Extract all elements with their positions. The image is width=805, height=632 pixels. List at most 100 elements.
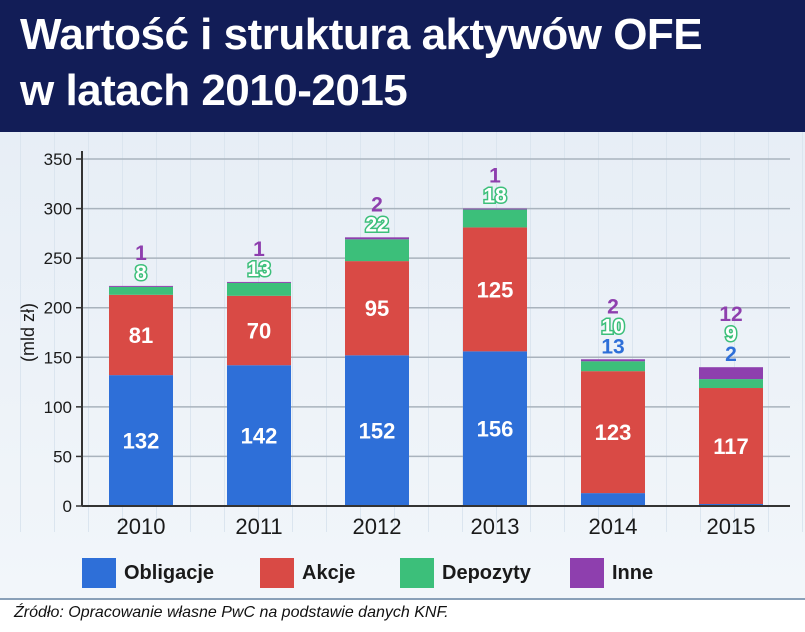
legend-swatch [260,558,294,588]
data-label-akcje: 70 [247,319,271,344]
legend-label: Akcje [302,561,356,584]
background-stripe [530,132,531,532]
bar-segment-inne [581,359,645,362]
data-label-depozyty: 8 [135,262,147,285]
background-stripe [326,132,327,532]
header-banner: Wartość i struktura aktywów OFE w latach… [0,0,805,132]
background-stripe [190,132,191,532]
bar-segment-obligacje [109,375,173,506]
bar-segment-inne [463,208,527,210]
background-stripe [666,132,667,532]
data-label-obligacje: 156 [477,417,514,442]
data-label-depozyty: 13 [247,258,270,281]
legend-swatch [570,558,604,588]
background-stripe [632,132,633,532]
data-label-obligacje: 142 [241,424,278,449]
y-tick-label: 150 [44,348,72,367]
data-label-obligacje: 152 [359,419,396,444]
bar-segment-depozyty [463,209,527,228]
data-label-akcje: 81 [129,323,153,348]
source-note: Źródło: Opracowanie własne PwC na podsta… [14,604,449,621]
background-stripe [428,132,429,532]
bar-segment-akcje [699,388,763,505]
background-stripe [768,132,769,532]
y-tick-label: 350 [44,150,72,169]
x-tick-label: 2011 [235,514,282,539]
background-stripe [598,132,599,532]
data-label-akcje: 125 [477,277,514,302]
bar-segment-depozyty [227,282,291,296]
x-tick-label: 2015 [707,514,756,539]
background-stripe [224,132,225,532]
bar-segment-obligacje [581,493,645,506]
y-tick-label: 250 [44,249,72,268]
bar-segment-inne [699,367,763,380]
data-label-akcje: 117 [713,434,749,459]
bar-segment-akcje [581,371,645,494]
bar-segment-obligacje [463,351,527,506]
bar-segment-obligacje [345,355,409,506]
background-stripe [564,132,565,532]
background-stripe [700,132,701,532]
bar-segment-akcje [345,261,409,356]
data-label-inne: 2 [607,295,619,318]
chart-title-line-2: w latach 2010-2015 [20,66,408,115]
data-label-depozyty: 18 [483,185,507,208]
bar-segment-akcje [109,294,173,376]
bar-segment-depozyty [581,361,645,372]
bar-segment-inne [345,237,409,240]
chart-title-line-1: Wartość i struktura aktywów OFE [20,10,703,59]
data-label-obligacje: 13 [601,335,624,358]
data-label-depozyty: 10 [601,315,624,338]
bar-segment-akcje [227,295,291,366]
background-stripe [88,132,89,532]
data-label-inne: 1 [135,242,147,265]
bar-segment-depozyty [699,379,763,389]
data-label-inne: 2 [371,193,383,216]
data-label-akcje: 95 [365,296,389,321]
background-stripe [734,132,735,532]
background-stripe [20,132,21,532]
legend-item-inne: Inne [570,558,653,588]
bar-segment-obligacje [227,365,291,506]
data-label-akcje: 123 [595,420,632,445]
y-tick-label: 50 [53,447,72,466]
data-label-depozyty: 9 [725,323,737,346]
legend-item-akcje: Akcje [260,558,355,588]
background-stripe [292,132,293,532]
legend-swatch [400,558,434,588]
bar-segment-akcje [463,227,527,352]
x-tick-label: 2014 [589,514,638,539]
data-label-depozyty: 22 [365,213,388,236]
chart-area: 0 50 100 150 200 250 300 350 (mld zł) 132 81 8 1 2010… [0,132,805,598]
data-label-inne: 1 [253,238,265,261]
data-label-inne: 12 [719,303,742,326]
legend-item-depozyty: Depozyty [400,558,531,588]
legend-item-obligacje: Obligacje [82,558,214,588]
x-tick-label: 2010 [117,514,166,539]
data-label-obligacje: 2 [725,343,737,366]
y-tick-label: 100 [44,398,72,417]
bar-segment-inne [109,285,173,287]
y-tick-label: 300 [44,200,72,219]
legend-label: Depozyty [442,561,531,584]
data-label-obligacje: 132 [123,429,160,454]
y-axis-label: (mld zł) [18,303,38,362]
y-tick-label: 200 [44,299,72,318]
background-stripe [462,132,463,532]
legend: Obligacje Akcje Depozyty Inne [0,540,805,596]
bar-segment-depozyty [109,286,173,295]
x-tick-label: 2013 [471,514,520,539]
legend-label: Obligacje [124,561,215,584]
source-divider [0,598,805,600]
bar-segment-inne [227,281,291,283]
data-label-inne: 1 [489,165,501,188]
background-stripe [802,132,803,532]
legend-swatch [82,558,116,588]
legend-label: Inne [612,561,654,584]
background-stripe [54,132,55,532]
y-tick-label: 0 [63,497,72,516]
x-tick-label: 2012 [353,514,402,539]
